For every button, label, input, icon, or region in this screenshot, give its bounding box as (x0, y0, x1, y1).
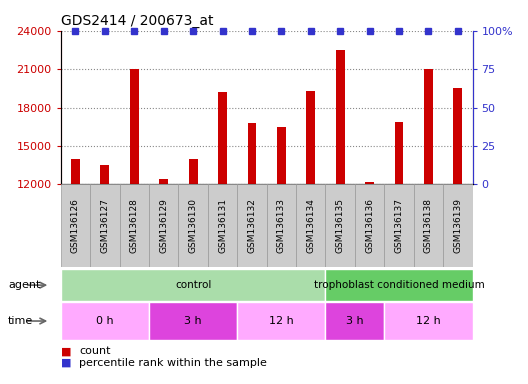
Bar (443, 184, 473, 267)
Text: GSM136137: GSM136137 (394, 198, 403, 253)
Text: GSM136135: GSM136135 (336, 198, 345, 253)
Bar (394, 122, 403, 184)
Text: GSM136138: GSM136138 (424, 198, 433, 253)
Text: 12 h: 12 h (416, 316, 441, 326)
Bar (218, 92, 227, 184)
Text: GSM136136: GSM136136 (365, 198, 374, 253)
Bar (325, 184, 355, 267)
Bar (414, 184, 443, 267)
Text: GSM136127: GSM136127 (100, 198, 109, 253)
Bar (71, 159, 80, 184)
Bar (188, 159, 197, 184)
Bar (119, 184, 149, 267)
Bar (384, 184, 414, 267)
Bar (325, 302, 384, 340)
Bar (237, 302, 325, 340)
Bar (208, 184, 237, 267)
Text: ■: ■ (61, 358, 71, 368)
Text: 3 h: 3 h (184, 316, 202, 326)
Text: GSM136131: GSM136131 (218, 198, 227, 253)
Bar (178, 184, 208, 267)
Bar (61, 184, 90, 267)
Bar (130, 69, 139, 184)
Bar (90, 184, 119, 267)
Text: ■: ■ (61, 346, 71, 356)
Bar (365, 182, 374, 184)
Bar (248, 123, 256, 184)
Bar (384, 302, 473, 340)
Text: GSM136126: GSM136126 (71, 198, 80, 253)
Text: agent: agent (8, 280, 40, 290)
Text: time: time (8, 316, 33, 326)
Bar (355, 184, 384, 267)
Text: GSM136139: GSM136139 (454, 198, 463, 253)
Text: trophoblast conditioned medium: trophoblast conditioned medium (314, 280, 484, 290)
Bar (237, 184, 267, 267)
Text: GDS2414 / 200673_at: GDS2414 / 200673_at (61, 14, 213, 28)
Bar (296, 184, 325, 267)
Text: percentile rank within the sample: percentile rank within the sample (79, 358, 267, 368)
Bar (424, 69, 433, 184)
Text: 3 h: 3 h (346, 316, 364, 326)
Bar (277, 127, 286, 184)
Bar (336, 50, 345, 184)
Text: control: control (175, 280, 211, 290)
Text: GSM136132: GSM136132 (248, 198, 257, 253)
Text: GSM136130: GSM136130 (188, 198, 197, 253)
Bar (267, 184, 296, 267)
Text: GSM136128: GSM136128 (130, 198, 139, 253)
Bar (149, 184, 178, 267)
Text: GSM136134: GSM136134 (306, 198, 315, 253)
Bar (454, 88, 463, 184)
Text: GSM136133: GSM136133 (277, 198, 286, 253)
Text: 12 h: 12 h (269, 316, 294, 326)
Text: count: count (79, 346, 111, 356)
Bar (159, 179, 168, 184)
Text: 0 h: 0 h (96, 316, 114, 326)
Bar (325, 269, 473, 301)
Bar (61, 269, 325, 301)
Bar (100, 165, 109, 184)
Bar (306, 91, 315, 184)
Bar (149, 302, 237, 340)
Text: GSM136129: GSM136129 (159, 198, 168, 253)
Bar (61, 302, 149, 340)
